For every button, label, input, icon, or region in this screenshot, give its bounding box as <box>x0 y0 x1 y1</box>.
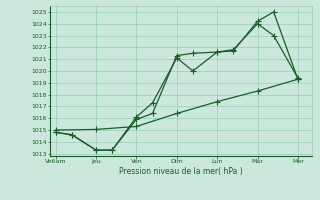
X-axis label: Pression niveau de la mer( hPa ): Pression niveau de la mer( hPa ) <box>119 167 243 176</box>
